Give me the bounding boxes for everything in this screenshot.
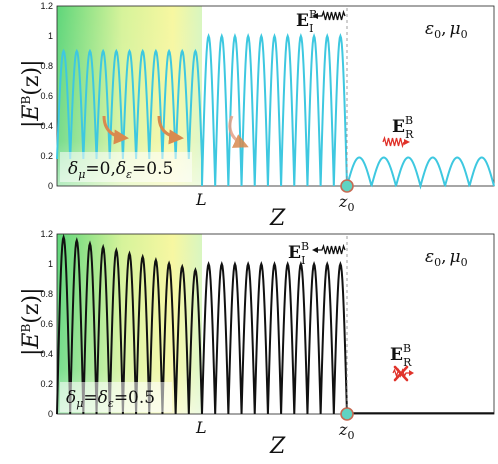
x-axis-label: Z [269,206,286,231]
y-tick-label: 0.8 [40,61,53,71]
z0-marker-dot [340,407,354,421]
reflected-field-label: EB R [382,114,414,149]
y-tick-label: 0.2 [40,379,53,389]
plot-frame [56,5,495,187]
y-tick-label: 0.4 [40,121,53,131]
y-axis-label: |EB(z)| [19,60,44,128]
incident-arrowhead-icon [312,247,318,253]
reflected-field-label: EB R [390,342,414,382]
y-ticks: 0 0.2 0.4 0.6 0.8 1 1.2 [40,229,53,419]
reflected-field-symbol: EB R [392,114,414,141]
curved-arrow [157,115,184,145]
curved-arrow [228,115,249,148]
y-tick-label: 0.6 [40,91,53,101]
reflected-arrowhead-icon [409,370,414,376]
reflected-wave-icon [382,135,405,149]
y-axis-label: |EB(z)| [19,288,44,356]
incident-field-symbol: EB I [296,8,317,35]
region-label: ε0, μ0 [425,19,468,41]
incident-wave-icon [318,243,346,255]
marker-L-label: L [195,190,207,209]
panel-top: 00.20.40.60.811.2 δμ=0,δε=0.5 EB I EB R ε [19,1,495,231]
incident-field-label: EB I [296,8,346,35]
y-tick-label: 0.8 [40,289,53,299]
y-tick-label: 1 [48,31,53,41]
y-tick-label: 1 [48,259,53,269]
y-tick-label: 1.2 [40,1,53,11]
y-ticks: 0 0.2 0.4 0.6 0.8 1 1.2 [40,1,53,191]
marker-z0-label: z0 [338,192,354,214]
reflected-wave-icon [392,368,410,378]
plot-frame [56,233,495,415]
incident-arrowhead-icon [312,13,318,19]
condition-box [60,382,172,412]
series-line [56,233,494,415]
marker-z0-label: z0 [338,420,354,442]
condition-label: δμ=0,δε=0.5 [68,159,173,181]
y-tick-label: 0 [48,181,53,191]
blocked-cross-icon [393,365,409,382]
y-tick-label: 0.2 [40,151,53,161]
reflected-arrowhead-icon [404,139,410,145]
propagation-arrows [102,115,249,148]
incident-field-label: EB I [288,240,346,267]
region-label: ε0, μ0 [425,247,468,269]
y-tick-label: 0.4 [40,349,53,359]
y-tick-label: 0 [48,409,53,419]
y-tick-label: 1.2 [40,229,53,239]
z0-marker-dot [340,179,354,193]
condition-box [60,152,192,182]
curved-arrow [102,115,129,145]
x-axis-label: Z [269,434,286,459]
marker-L-label: L [195,418,207,437]
reflected-field-symbol: EB R [390,342,412,369]
incident-wave-icon [318,9,346,21]
y-tick-label: 0.6 [40,319,53,329]
condition-label: δμ=δε=0.5 [66,388,155,410]
panel-bottom: 0 0.2 0.4 0.6 0.8 1 1.2 δμ=δε=0.5 EB I EB R ε0, μ… [19,229,495,459]
incident-field-symbol: EB I [288,240,309,267]
series-line [56,33,495,190]
